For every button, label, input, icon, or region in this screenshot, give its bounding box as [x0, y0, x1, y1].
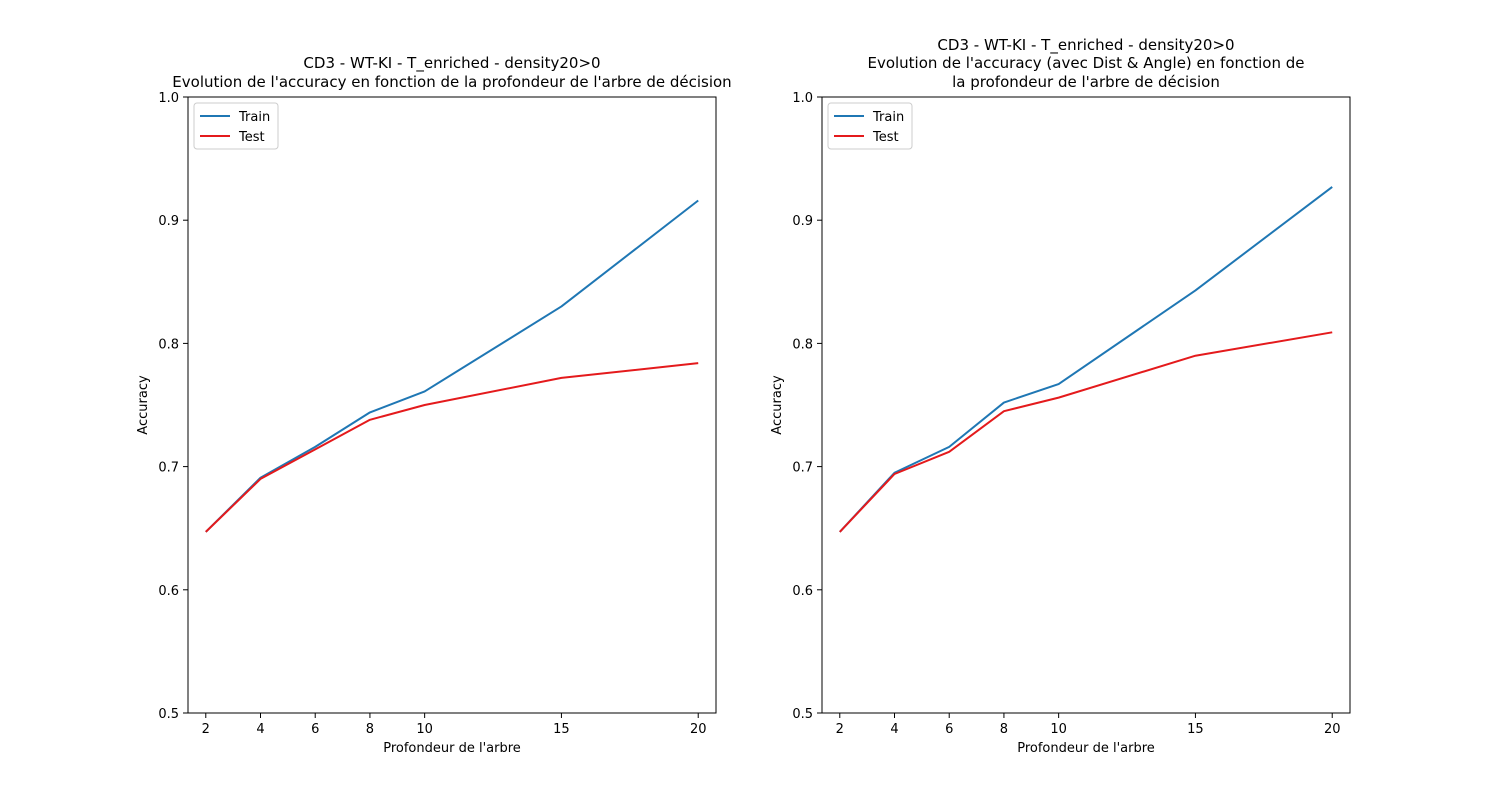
chart-right-title: CD3 - WT-KI - T_enriched - density20>0	[937, 36, 1234, 55]
chart-right-y-tick-label: 0.6	[792, 584, 813, 599]
chart-left-y-tick-label: 1.0	[158, 91, 179, 106]
chart-left-legend	[193, 102, 279, 150]
chart-left-x-tick-label: 6	[311, 722, 319, 737]
chart-right-series-test-line	[839, 331, 1333, 533]
chart-right-axes-frame	[821, 96, 1351, 714]
chart-right-x-tick-label: 20	[1324, 722, 1341, 737]
chart-left-series-test-line	[205, 362, 699, 533]
chart-left-x-tick-label: 8	[366, 722, 374, 737]
chart-right-series-train-line	[839, 186, 1333, 533]
chart-left-y-tick-label: 0.5	[158, 707, 179, 722]
chart-right-xlabel: Profondeur de l'arbre	[1017, 741, 1155, 756]
chart-right: CD3 - WT-KI - T_enriched - density20>0 E…	[770, 36, 1351, 756]
chart-right-x-tick-label: 2	[836, 722, 844, 737]
chart-left-title: CD3 - WT-KI - T_enriched - density20>0	[303, 54, 600, 73]
chart-left-x-tick-label: 4	[256, 722, 264, 737]
chart-right-x-tick-label: 8	[1000, 722, 1008, 737]
chart-left-y-tick-label: 0.9	[158, 214, 179, 229]
chart-right-x-tick-label: 15	[1187, 722, 1204, 737]
chart-right-subtitle: Evolution de l'accuracy (avec Dist & Ang…	[867, 54, 1304, 72]
chart-right-y-tick-label: 0.8	[792, 337, 813, 352]
chart-right-x-tick-label: 4	[890, 722, 898, 737]
chart-left-axes-frame	[187, 96, 717, 714]
chart-left-y-tick-label: 0.7	[158, 461, 179, 476]
chart-right-x-tick-label: 6	[945, 722, 953, 737]
chart-left-y-tick-label: 0.6	[158, 584, 179, 599]
chart-left: CD3 - WT-KI - T_enriched - density20>0 E…	[136, 54, 732, 756]
chart-left-y-tick-label: 0.8	[158, 337, 179, 352]
chart-left-legend-label-test: Test	[238, 130, 265, 145]
chart-right-legend-label-test: Test	[872, 130, 899, 145]
chart-left-x-tick-label: 15	[553, 722, 570, 737]
chart-left-xlabel: Profondeur de l'arbre	[383, 741, 521, 756]
chart-right-y-tick-label: 0.5	[792, 707, 813, 722]
chart-right-y-tick-label: 0.9	[792, 214, 813, 229]
chart-left-x-tick-label: 20	[690, 722, 707, 737]
chart-left-x-tick-label: 2	[202, 722, 210, 737]
chart-left-x-tick-label: 10	[416, 722, 433, 737]
chart-right-y-tick-label: 0.7	[792, 461, 813, 476]
chart-right-legend	[827, 102, 913, 150]
chart-left-legend-label-train: Train	[238, 110, 270, 125]
chart-right-y-tick-label: 1.0	[792, 91, 813, 106]
chart-left-series-train-line	[205, 199, 699, 533]
chart-right-x-tick-label: 10	[1050, 722, 1067, 737]
chart-left-subtitle: Evolution de l'accuracy en fonction de l…	[172, 73, 731, 91]
chart-right-legend-label-train: Train	[872, 110, 904, 125]
chart-right-ylabel: Accuracy	[770, 375, 785, 435]
chart-left-ylabel: Accuracy	[136, 375, 151, 435]
chart-right-subtitle-line2: la profondeur de l'arbre de décision	[952, 73, 1220, 91]
